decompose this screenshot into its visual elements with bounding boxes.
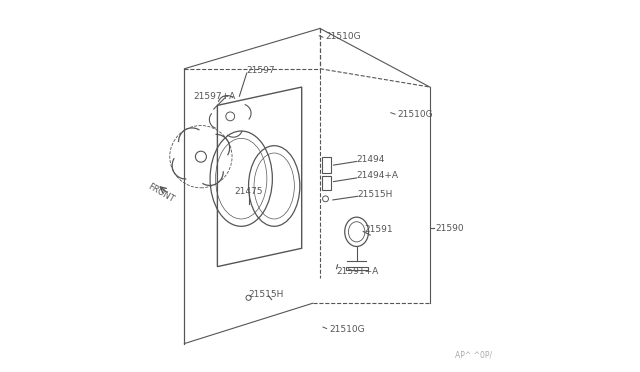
Text: 21591+A: 21591+A	[337, 266, 379, 276]
Text: AP^ ^0P/: AP^ ^0P/	[455, 350, 492, 359]
Text: 21510G: 21510G	[329, 325, 365, 334]
Text: 21515H: 21515H	[248, 289, 284, 299]
Text: 21494+A: 21494+A	[356, 171, 399, 180]
Text: 21597: 21597	[246, 66, 275, 75]
Text: 21590: 21590	[435, 224, 464, 232]
Text: 21494: 21494	[356, 155, 385, 164]
Text: 21597+A: 21597+A	[193, 92, 236, 101]
Text: 21591: 21591	[364, 225, 392, 234]
Text: 21510G: 21510G	[397, 110, 433, 119]
Text: FRONT: FRONT	[146, 182, 175, 205]
Text: 21475: 21475	[234, 187, 262, 196]
Text: 21515H: 21515H	[358, 190, 393, 199]
Text: 21510G: 21510G	[326, 32, 361, 41]
